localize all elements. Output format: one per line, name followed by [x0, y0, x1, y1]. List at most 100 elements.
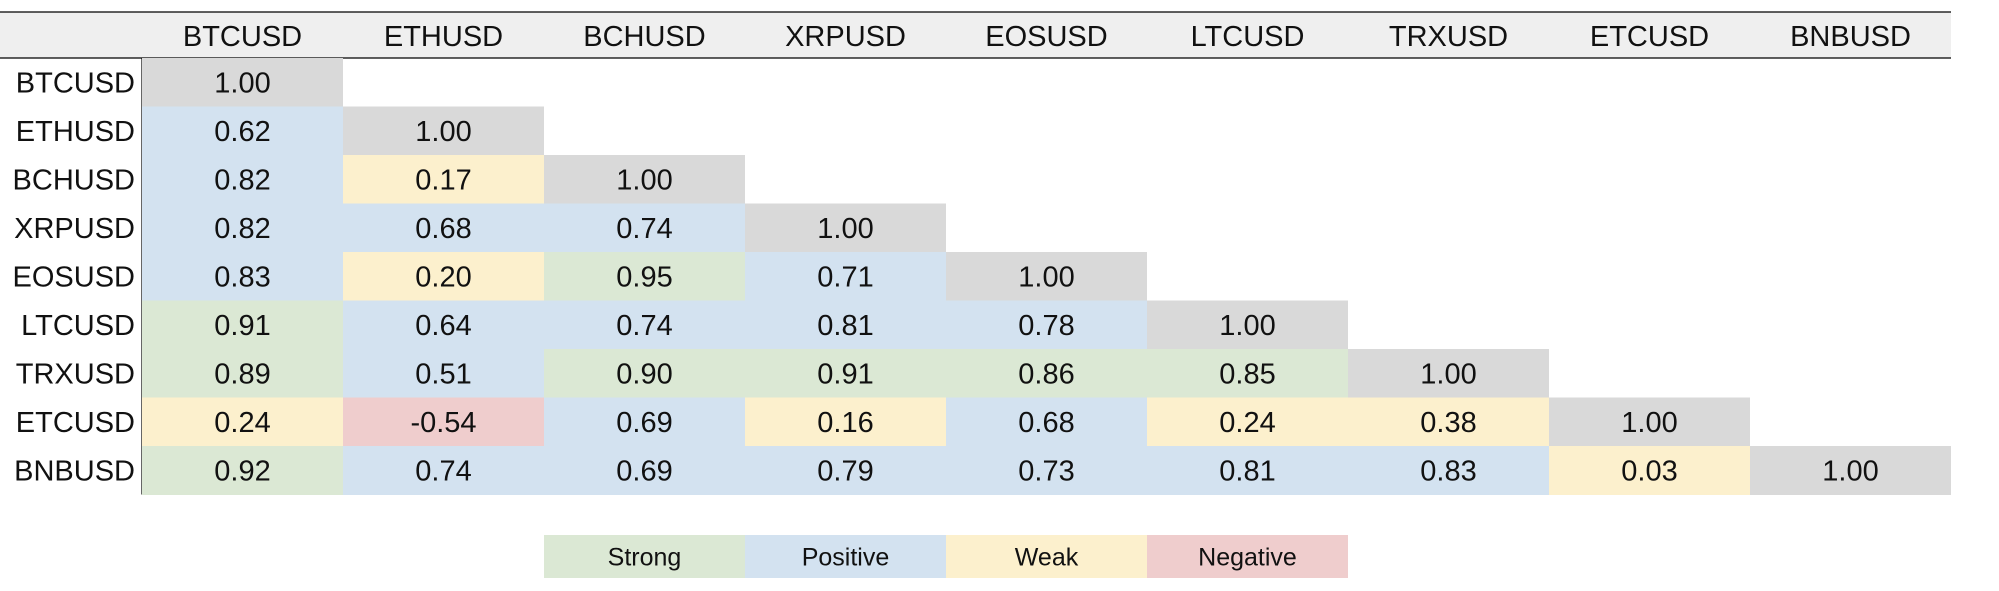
legend-swatch-positive — [745, 535, 946, 578]
row-label-etcusd: ETCUSD — [16, 407, 135, 439]
cell-xrpusd-xrpusd — [745, 203, 946, 253]
cell-value-bchusd-bchusd: 1.00 — [616, 164, 672, 196]
legend-label-strong: Strong — [608, 544, 682, 572]
cell-value-ethusd-btcusd: 0.62 — [214, 116, 270, 148]
cell-trxusd-xrpusd — [745, 349, 946, 398]
cell-etcusd-btcusd — [142, 397, 343, 447]
column-header-bchusd: BCHUSD — [583, 21, 705, 53]
cell-bnbusd-btcusd — [142, 446, 343, 495]
cell-ethusd-ethusd — [343, 106, 544, 156]
row-label-btcusd: BTCUSD — [16, 67, 135, 99]
cell-value-eosusd-bchusd: 0.95 — [616, 261, 672, 293]
cell-value-bchusd-ethusd: 0.17 — [415, 164, 471, 196]
cell-value-bchusd-btcusd: 0.82 — [214, 164, 270, 196]
cell-value-bnbusd-ethusd: 0.74 — [415, 455, 471, 487]
cell-value-etcusd-ltcusd: 0.24 — [1219, 407, 1275, 439]
cell-value-bnbusd-trxusd: 0.83 — [1420, 455, 1476, 487]
cell-value-bnbusd-etcusd: 0.03 — [1621, 455, 1677, 487]
cell-value-etcusd-etcusd: 1.00 — [1621, 407, 1677, 439]
cell-value-trxusd-xrpusd: 0.91 — [817, 358, 873, 390]
cell-value-bnbusd-bnbusd: 1.00 — [1822, 455, 1878, 487]
column-header-xrpusd: XRPUSD — [785, 21, 906, 53]
cell-bnbusd-etcusd — [1549, 446, 1750, 495]
cell-value-eosusd-btcusd: 0.83 — [214, 261, 270, 293]
cell-bnbusd-bchusd — [544, 446, 745, 495]
cell-trxusd-btcusd — [142, 349, 343, 398]
matrix-cells: 1.00 0.62 1.00 0.82 0.17 1.00 0.82 0.68 0.74 1.00… — [142, 58, 1951, 495]
column-header-etcusd: ETCUSD — [1590, 21, 1709, 53]
row-label-bchusd: BCHUSD — [13, 164, 135, 196]
cell-bnbusd-ltcusd — [1147, 446, 1348, 495]
row-label-eosusd: EOSUSD — [13, 261, 135, 293]
cell-value-bnbusd-ltcusd: 0.81 — [1219, 455, 1275, 487]
cell-trxusd-trxusd — [1348, 349, 1549, 398]
cell-btcusd-btcusd — [142, 58, 343, 107]
cell-value-trxusd-ethusd: 0.51 — [415, 358, 471, 390]
cell-value-trxusd-trxusd: 1.00 — [1420, 358, 1476, 390]
legend-label-negative: Negative — [1198, 544, 1297, 572]
legend-swatch-weak — [946, 535, 1147, 578]
cell-value-etcusd-eosusd: 0.68 — [1018, 407, 1074, 439]
cell-value-bnbusd-xrpusd: 0.79 — [817, 455, 873, 487]
cell-value-trxusd-bchusd: 0.90 — [616, 358, 672, 390]
cell-bnbusd-ethusd — [343, 446, 544, 495]
cell-etcusd-bchusd — [544, 397, 745, 447]
cell-etcusd-ethusd — [343, 397, 544, 447]
cell-xrpusd-btcusd — [142, 203, 343, 253]
cell-etcusd-ltcusd — [1147, 397, 1348, 447]
cell-value-xrpusd-bchusd: 0.74 — [616, 213, 672, 245]
cell-value-trxusd-btcusd: 0.89 — [214, 358, 270, 390]
cell-bnbusd-trxusd — [1348, 446, 1549, 495]
legend-label-weak: Weak — [1015, 544, 1079, 572]
cell-value-ltcusd-bchusd: 0.74 — [616, 310, 672, 342]
cell-value-bnbusd-eosusd: 0.73 — [1018, 455, 1074, 487]
cell-ltcusd-bchusd — [544, 300, 745, 350]
cell-value-ltcusd-xrpusd: 0.81 — [817, 310, 873, 342]
cell-etcusd-trxusd — [1348, 397, 1549, 447]
cell-value-etcusd-bchusd: 0.69 — [616, 407, 672, 439]
cell-ethusd-btcusd — [142, 106, 343, 156]
cell-eosusd-xrpusd — [745, 252, 946, 301]
cell-value-ltcusd-btcusd: 0.91 — [214, 310, 270, 342]
cell-bnbusd-xrpusd — [745, 446, 946, 495]
column-header-btcusd: BTCUSD — [183, 21, 302, 53]
cell-bnbusd-eosusd — [946, 446, 1147, 495]
cell-etcusd-etcusd — [1549, 397, 1750, 447]
legend-swatch-negative — [1147, 535, 1348, 578]
cell-value-etcusd-trxusd: 0.38 — [1420, 407, 1476, 439]
cell-xrpusd-bchusd — [544, 203, 745, 253]
cell-bchusd-btcusd — [142, 155, 343, 204]
cell-ltcusd-xrpusd — [745, 300, 946, 350]
cell-bchusd-ethusd — [343, 155, 544, 204]
cell-value-eosusd-eosusd: 1.00 — [1018, 261, 1074, 293]
cell-etcusd-eosusd — [946, 397, 1147, 447]
row-label-ethusd: ETHUSD — [16, 116, 135, 148]
cell-value-ethusd-ethusd: 1.00 — [415, 116, 471, 148]
cell-ltcusd-eosusd — [946, 300, 1147, 350]
cell-eosusd-eosusd — [946, 252, 1147, 301]
legend: Strong Positive Weak Negative — [544, 535, 1348, 578]
column-header-ltcusd: LTCUSD — [1191, 21, 1305, 53]
cell-value-etcusd-btcusd: 0.24 — [214, 407, 270, 439]
cell-value-etcusd-xrpusd: 0.16 — [817, 407, 873, 439]
cell-value-trxusd-eosusd: 0.86 — [1018, 358, 1074, 390]
cell-value-ltcusd-eosusd: 0.78 — [1018, 310, 1074, 342]
cell-trxusd-bchusd — [544, 349, 745, 398]
row-label-column: BTCUSD ETHUSD BCHUSD XRPUSD EOSUSD LTCUSD TRXU… — [13, 58, 143, 495]
cell-value-ltcusd-ethusd: 0.64 — [415, 310, 471, 342]
cell-etcusd-xrpusd — [745, 397, 946, 447]
header-background — [0, 12, 1951, 58]
cell-value-etcusd-ethusd: -0.54 — [410, 407, 476, 439]
cell-value-trxusd-ltcusd: 0.85 — [1219, 358, 1275, 390]
column-header-bnbusd: BNBUSD — [1790, 21, 1911, 53]
column-header-eosusd: EOSUSD — [985, 21, 1107, 53]
row-label-xrpusd: XRPUSD — [14, 213, 135, 245]
column-header-trxusd: TRXUSD — [1389, 21, 1508, 53]
row-label-trxusd: TRXUSD — [16, 358, 135, 390]
column-header-row: BTCUSD ETHUSD BCHUSD XRPUSD EOSUSD LTCUSD TRXU… — [0, 11, 1951, 59]
cell-eosusd-bchusd — [544, 252, 745, 301]
legend-swatch-strong — [544, 535, 745, 578]
cell-value-eosusd-ethusd: 0.20 — [415, 261, 471, 293]
cell-ltcusd-btcusd — [142, 300, 343, 350]
